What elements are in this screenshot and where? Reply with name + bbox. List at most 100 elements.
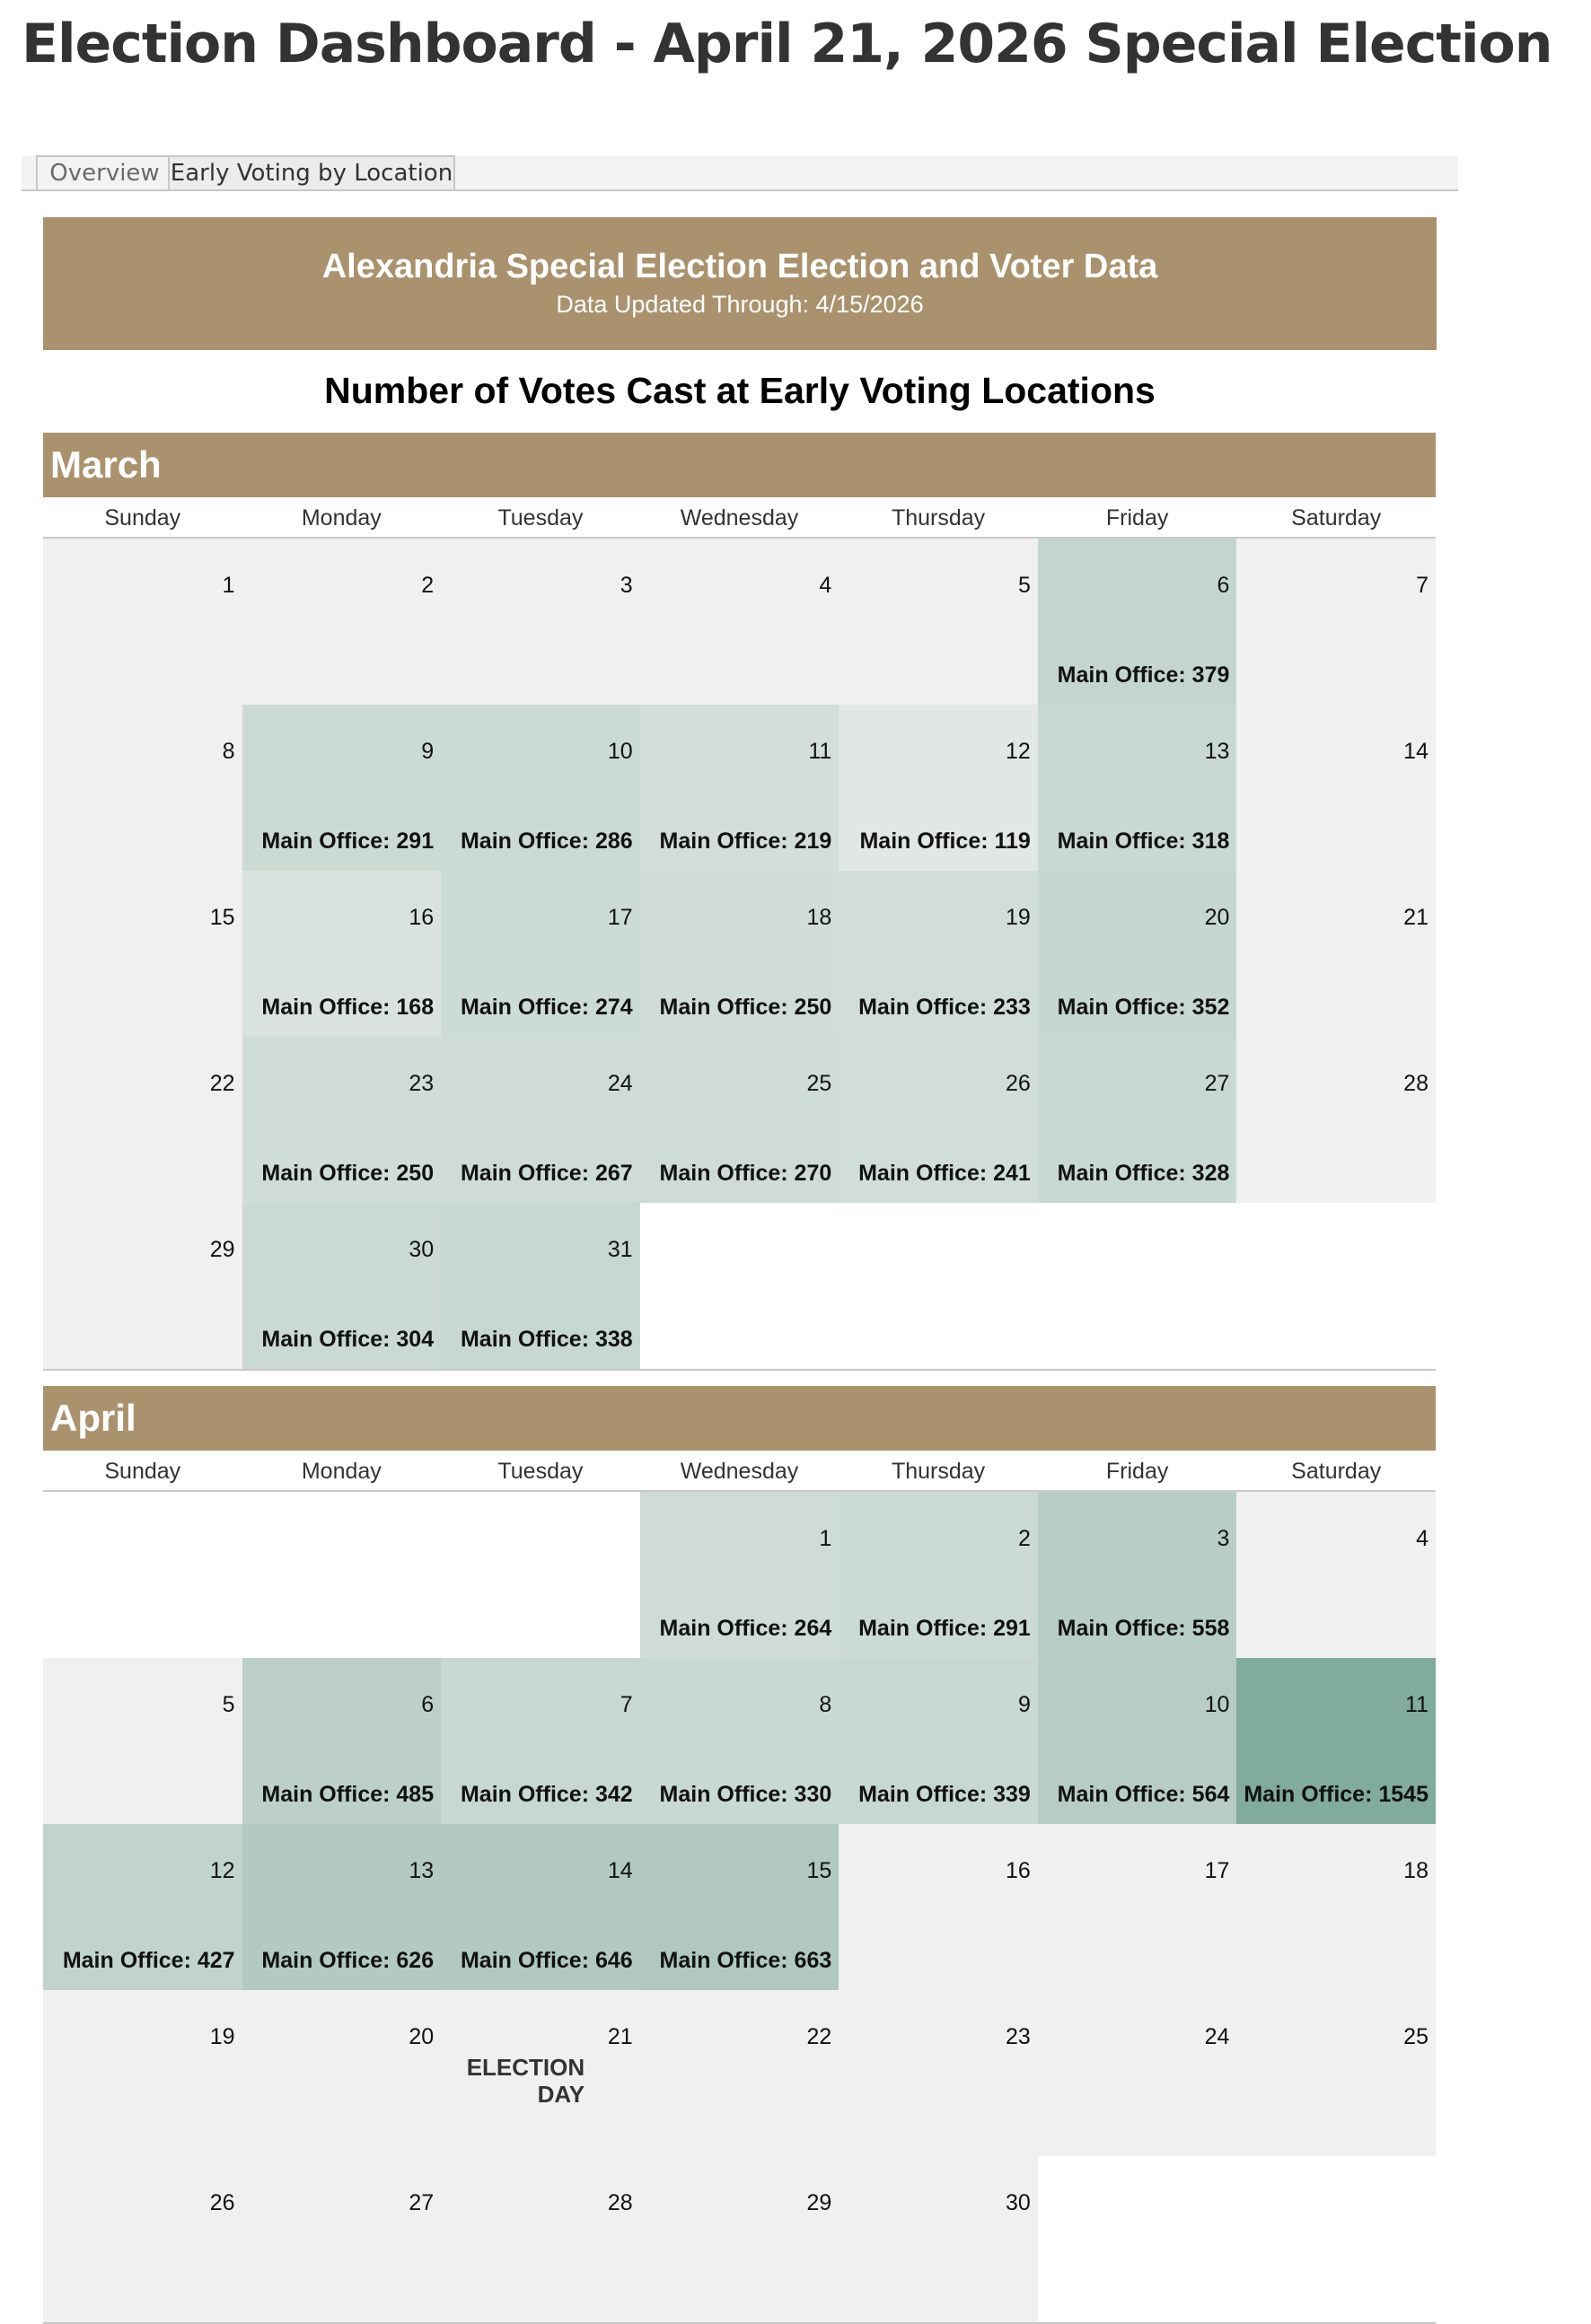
calendar-day-cell[interactable]: 9 Main Office: 339 (839, 1658, 1038, 1824)
weekday-header-row: Sunday Monday Tuesday Wednesday Thursday Frid… (43, 1451, 1436, 1492)
calendar-day-cell[interactable]: 24 (1037, 1990, 1237, 2156)
day-number: 4 (819, 573, 832, 598)
calendar-day-cell[interactable]: 4 (1236, 1492, 1436, 1658)
calendar-day-cell[interactable]: 1 Main Office: 264 (639, 1492, 839, 1658)
calendar-day-cell[interactable]: 18 Main Office: 250 (639, 871, 839, 1037)
calendar-day-cell[interactable]: 9 Main Office: 291 (242, 705, 442, 871)
calendar-day-cell[interactable]: 20 Main Office: 352 (1037, 871, 1237, 1037)
calendar-day-cell[interactable]: 4 (639, 539, 839, 705)
day-number: 30 (409, 1237, 435, 1262)
tab-early-voting-by-location[interactable]: Early Voting by Location (168, 155, 455, 189)
weekday-thursday: Thursday (891, 1459, 986, 1484)
vote-count-label: Main Office: 119 (859, 829, 1031, 854)
calendar-day-cell[interactable]: 18 (1236, 1824, 1436, 1990)
calendar-day-cell[interactable]: 21 (1236, 871, 1436, 1037)
day-number: 8 (819, 1692, 832, 1717)
calendar-day-cell[interactable]: 16 (839, 1824, 1038, 1990)
day-number: 14 (607, 1858, 633, 1883)
weekday-tuesday: Tuesday (497, 1459, 584, 1484)
day-number: 31 (607, 1237, 633, 1262)
vote-count-label: Main Office: 338 (460, 1327, 633, 1352)
day-number: 5 (222, 1692, 235, 1717)
calendar-day-cell[interactable]: 10 Main Office: 564 (1037, 1658, 1237, 1824)
day-number: 21 (607, 2024, 633, 2049)
calendar-day-cell[interactable]: 7 (1236, 539, 1436, 705)
calendar-day-cell[interactable]: 3 Main Office: 558 (1037, 1492, 1237, 1658)
day-number: 13 (409, 1858, 435, 1883)
calendar-day-cell[interactable]: 5 (839, 539, 1038, 705)
tab-overview[interactable]: Overview (36, 155, 173, 189)
calendar-day-cell[interactable]: 29 (639, 2156, 839, 2322)
day-number: 3 (1217, 1526, 1230, 1551)
calendar-day-cell[interactable]: 20 (242, 1990, 442, 2156)
calendar-day-cell[interactable]: 13 Main Office: 318 (1037, 705, 1237, 871)
calendar-day-cell[interactable]: 14 Main Office: 646 (441, 1824, 640, 1990)
calendar-day-cell[interactable]: 26 (43, 2156, 242, 2322)
calendar-day-cell[interactable]: 3 (441, 539, 640, 705)
calendar-day-cell[interactable]: 27 Main Office: 328 (1037, 1037, 1237, 1203)
calendar-day-cell[interactable]: 15 Main Office: 663 (639, 1824, 839, 1990)
calendar-day-cell[interactable]: 13 Main Office: 626 (242, 1824, 442, 1990)
vote-count-label: Main Office: 328 (1057, 1161, 1230, 1186)
calendar-day-cell[interactable]: 16 Main Office: 168 (242, 871, 442, 1037)
calendar-day-cell[interactable]: 25 Main Office: 270 (639, 1037, 839, 1203)
vote-count-label: Main Office: 250 (261, 1161, 435, 1186)
day-number: 29 (806, 2190, 832, 2215)
day-number: 12 (209, 1858, 235, 1883)
day-number: 24 (607, 1071, 633, 1096)
vote-count-label: Main Office: 168 (261, 995, 435, 1020)
calendar-day-cell[interactable]: 8 Main Office: 330 (639, 1658, 839, 1824)
day-number: 7 (1416, 573, 1428, 598)
day-number: 27 (409, 2190, 435, 2215)
calendar-day-cell[interactable]: 19 Main Office: 233 (839, 871, 1038, 1037)
calendar-day-cell[interactable]: 2 (242, 539, 442, 705)
weekday-sunday: Sunday (104, 505, 181, 531)
vote-count-label: Main Office: 304 (261, 1327, 435, 1352)
calendar-day-cell[interactable]: 11 Main Office: 1545 (1236, 1658, 1436, 1824)
calendar-day-cell[interactable]: 6 Main Office: 379 (1037, 539, 1237, 705)
calendar-day-cell[interactable]: 21 ELECTION DAY (441, 1990, 640, 2156)
calendar-day-cell[interactable]: 30 (839, 2156, 1038, 2322)
calendar-day-cell[interactable]: 12 Main Office: 427 (43, 1824, 242, 1990)
day-number: 1 (222, 573, 235, 598)
calendar-title: Number of Votes Cast at Early Voting Loc… (324, 370, 1156, 411)
calendar-day-cell[interactable]: 5 (43, 1658, 242, 1824)
calendar-day-cell[interactable]: 11 Main Office: 219 (639, 705, 839, 871)
calendar-day-cell[interactable]: 8 (43, 705, 242, 871)
calendar-day-cell[interactable]: 10 Main Office: 286 (441, 705, 640, 871)
calendar-day-cell[interactable]: 19 (43, 1990, 242, 2156)
calendar-day-cell[interactable]: 14 (1236, 705, 1436, 871)
calendar-day-cell[interactable]: 17 (1037, 1824, 1237, 1990)
calendar-day-cell[interactable]: 26 Main Office: 241 (839, 1037, 1038, 1203)
day-number: 16 (409, 905, 435, 930)
calendar-day-cell[interactable]: 25 (1236, 1990, 1436, 2156)
calendar-day-cell[interactable]: 24 Main Office: 267 (441, 1037, 640, 1203)
day-number: 26 (1006, 1071, 1031, 1096)
vote-count-label: Main Office: 291 (858, 1616, 1031, 1641)
calendar-day-cell[interactable]: 29 (43, 1203, 242, 1369)
day-number: 19 (1006, 905, 1031, 930)
day-number: 20 (409, 2024, 435, 2049)
calendar-day-cell[interactable]: 23 Main Office: 250 (242, 1037, 442, 1203)
calendar-day-cell[interactable]: 23 (839, 1990, 1038, 2156)
calendar-day-cell[interactable]: 1 (43, 539, 242, 705)
calendar-day-cell[interactable]: 12 Main Office: 119 (839, 705, 1038, 871)
day-number: 10 (607, 739, 633, 764)
calendar-day-cell[interactable]: 22 (639, 1990, 839, 2156)
calendar-day-cell[interactable]: 30 Main Office: 304 (242, 1203, 442, 1369)
calendar-day-cell[interactable]: 7 Main Office: 342 (441, 1658, 640, 1824)
calendar-day-cell[interactable]: 6 Main Office: 485 (242, 1658, 442, 1824)
day-number: 2 (1017, 1526, 1031, 1551)
calendar-day-cell[interactable]: 17 Main Office: 274 (441, 871, 640, 1037)
calendar-day-cell[interactable]: 22 (43, 1037, 242, 1203)
month-header: April (43, 1386, 1436, 1451)
calendar-day-cell[interactable]: 27 (242, 2156, 442, 2322)
vote-count-label: Main Office: 318 (1057, 829, 1230, 854)
calendar-day-cell[interactable]: 15 (43, 871, 242, 1037)
calendar-day-cell[interactable]: 2 Main Office: 291 (839, 1492, 1038, 1658)
day-number: 9 (1017, 1692, 1031, 1717)
day-number: 17 (607, 905, 633, 930)
calendar-day-cell[interactable]: 28 (1236, 1037, 1436, 1203)
calendar-day-cell[interactable]: 31 Main Office: 338 (441, 1203, 640, 1369)
calendar-day-cell[interactable]: 28 (441, 2156, 640, 2322)
